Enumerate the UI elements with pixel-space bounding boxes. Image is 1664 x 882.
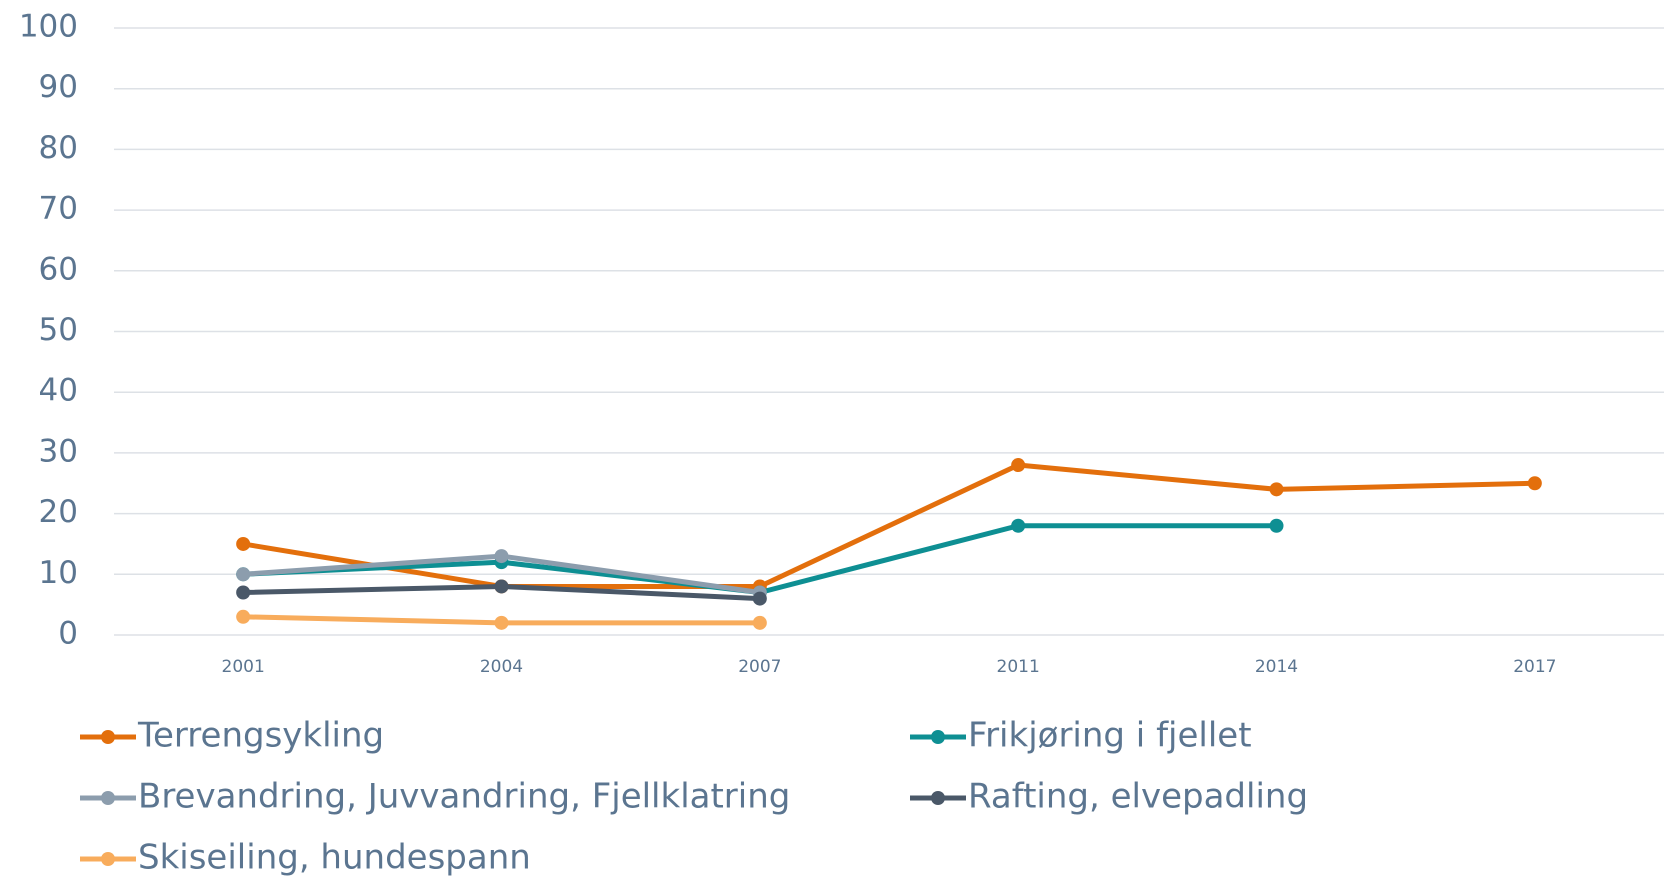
- y-tick-label: 50: [39, 312, 78, 348]
- legend-label: Rafting, elvepadling: [968, 777, 1308, 817]
- data-point: [236, 567, 251, 582]
- y-tick-label: 20: [39, 494, 78, 530]
- y-tick-label: 90: [39, 69, 78, 105]
- data-point: [752, 591, 767, 606]
- y-tick-label: 60: [39, 251, 78, 287]
- y-tick-label: 30: [39, 433, 78, 469]
- data-point: [1011, 458, 1026, 473]
- legend-marker: [101, 791, 115, 805]
- x-tick-label: 2011: [997, 657, 1040, 677]
- data-point: [1269, 482, 1284, 497]
- series-line: [240, 462, 1538, 589]
- y-tick-label: 80: [39, 130, 78, 166]
- legend-marker: [101, 852, 115, 866]
- legend-label: Terrengsykling: [137, 716, 384, 756]
- x-tick-label: 2001: [222, 657, 265, 677]
- data-point: [236, 609, 251, 624]
- data-point: [1527, 476, 1542, 491]
- data-point: [1269, 518, 1284, 533]
- y-tick-label: 40: [39, 373, 78, 409]
- data-point: [236, 536, 251, 551]
- legend-marker: [931, 730, 945, 744]
- x-tick-label: 2017: [1513, 657, 1556, 677]
- data-point: [236, 585, 251, 600]
- data-point: [494, 579, 509, 594]
- legend-label: Frikjøring i fjellet: [968, 716, 1252, 756]
- data-point: [494, 615, 509, 630]
- x-tick-label: 2004: [480, 657, 523, 677]
- legend-marker: [101, 730, 115, 744]
- y-tick-label: 0: [58, 616, 78, 652]
- legend-label: Brevandring, Juvvandring, Fjellklatring: [138, 777, 790, 817]
- y-tick-label: 70: [39, 191, 78, 227]
- data-point: [752, 615, 767, 630]
- y-tick-label: 100: [19, 9, 78, 45]
- data-point: [1011, 518, 1026, 533]
- x-tick-label: 2014: [1255, 657, 1298, 677]
- y-tick-label: 10: [39, 555, 78, 591]
- legend-label: Skiseiling, hundespann: [138, 838, 531, 878]
- x-tick-label: 2007: [738, 657, 781, 677]
- data-point: [494, 549, 509, 564]
- legend-marker: [931, 791, 945, 805]
